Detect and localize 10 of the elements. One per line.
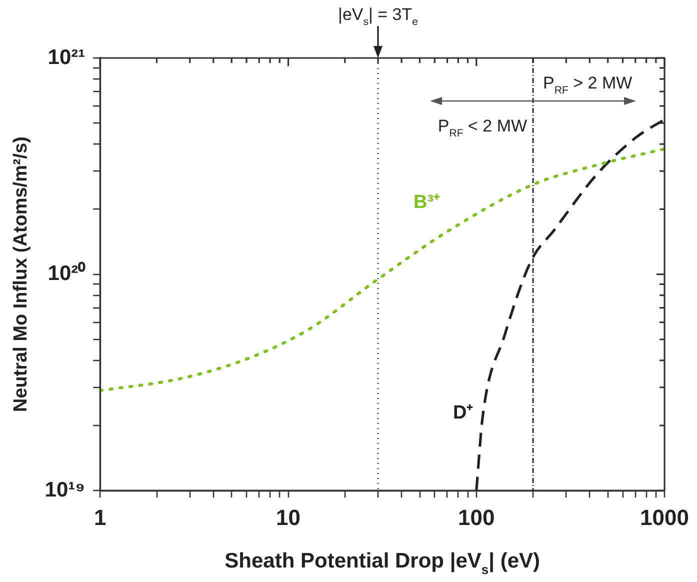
y-tick-label: 10²⁰	[48, 261, 86, 286]
y-tick-label: 10²¹	[48, 46, 86, 69]
series-label: B³⁺	[414, 192, 441, 214]
y-axis-title: Neutral Mo Influx (Atoms/m²/s)	[10, 136, 32, 412]
series-label: D⁺	[452, 402, 474, 424]
y-tick-label: 10¹⁹	[44, 478, 86, 502]
x-tick-label: 1	[94, 504, 106, 530]
x-tick-label: 100	[458, 504, 495, 530]
x-tick-label: 1000	[640, 504, 690, 530]
x-tick-label: 10	[276, 504, 300, 530]
